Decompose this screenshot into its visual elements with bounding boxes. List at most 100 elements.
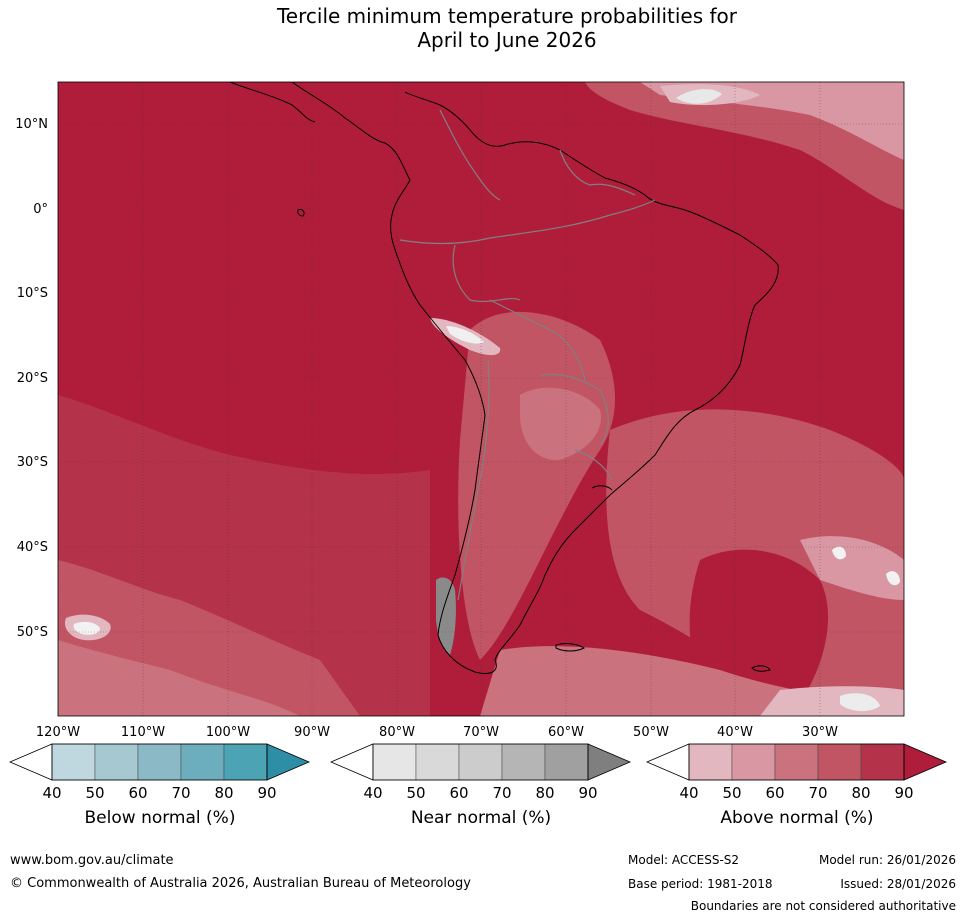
lon-label: 120°W (36, 725, 80, 740)
border-guianas (559, 149, 636, 196)
field-patch-northeast-white (676, 89, 722, 104)
colorbar-above-normal: 40 50 60 70 80 90 (645, 743, 948, 802)
lat-label: 0° (33, 202, 48, 217)
colorbar-tick-label: 50 (722, 784, 741, 802)
longitude-labels: 120°W 110°W 100°W 90°W 80°W 70°W 60°W 50… (36, 725, 838, 740)
colorbar-segment (731, 743, 776, 781)
coastline-galapagos (297, 209, 305, 217)
footer-website: www.bom.gov.au/climate (10, 853, 174, 868)
coastline-central-america (229, 82, 316, 123)
lon-label: 70°W (463, 725, 499, 740)
lat-label: 10°S (17, 286, 48, 301)
colorbar-segment (94, 743, 139, 781)
colorbar-segment (501, 743, 546, 781)
lat-label: 50°S (17, 625, 48, 640)
colorbar-frame (688, 743, 905, 781)
map-title-line1: Tercile minimum temperature probabilitie… (276, 4, 738, 28)
footer-model: Model: ACCESS-S2 (628, 853, 740, 867)
colorbar-segment-high-cap (587, 743, 632, 781)
colorbar-below-normal: 40 50 60 70 80 90 (8, 743, 311, 802)
footer-disclaimer: Boundaries are not considered authoritat… (690, 899, 956, 913)
border-colombia-venezuela (439, 109, 501, 201)
lon-label: 100°W (206, 725, 250, 740)
colorbar-segment (774, 743, 819, 781)
lon-label: 110°W (121, 725, 165, 740)
colorbar-tick-label: 60 (128, 784, 147, 802)
colorbar-segment (688, 743, 733, 781)
lat-label: 10°N (15, 117, 48, 132)
border-argentina-chile (457, 359, 490, 601)
colorbar-segment (860, 743, 905, 781)
footer-copyright: © Commonwealth of Australia 2026, Austra… (10, 876, 471, 891)
field-patch-southeast-light (800, 536, 904, 600)
footer-issued: Issued: 28/01/2026 (840, 877, 956, 891)
country-borders (399, 109, 656, 601)
lat-label: 40°S (17, 540, 48, 555)
colorbar-tick-label: 80 (214, 784, 233, 802)
colorbar-tick-label: 90 (578, 784, 597, 802)
colorbar-tick-label: 90 (257, 784, 276, 802)
colorbar-tick-label: 60 (765, 784, 784, 802)
field-patch-northeast-light (640, 82, 904, 160)
colorbar-tick-label: 60 (449, 784, 468, 802)
colorbar-near-normal-label: Near normal (%) (410, 808, 552, 828)
coastlines (229, 82, 779, 674)
colorbar-tick-label: 80 (851, 784, 870, 802)
lat-label: 20°S (17, 371, 48, 386)
lon-label: 30°W (802, 725, 838, 740)
colorbar-segment (51, 743, 96, 781)
field-patch-south-white (840, 693, 880, 712)
colorbar-tick-label: 40 (363, 784, 382, 802)
colorbar-segment (415, 743, 460, 781)
border-paraguay (539, 373, 609, 446)
colorbar-segment-high-cap (903, 743, 948, 781)
coastline-falklands (555, 643, 585, 652)
field-patch-andes-white (446, 326, 484, 344)
field-patch-southwest-white (73, 621, 100, 635)
colorbar-tick-label: 40 (679, 784, 698, 802)
border-peru-brazil (452, 244, 521, 303)
colorbar-segment (137, 743, 182, 781)
colorbar-below-normal-label: Below normal (%) (84, 808, 236, 828)
border-uruguay (574, 449, 613, 481)
field-patch-southwest-light (58, 640, 300, 716)
colorbar-frame (372, 743, 589, 781)
colorbar-segment (817, 743, 862, 781)
coastline-south-georgia (751, 665, 771, 672)
colorbar-segment (372, 743, 417, 781)
lon-label: 40°W (717, 725, 753, 740)
field-patch-southeast-white-2 (886, 571, 900, 586)
lat-label: 30°S (17, 455, 48, 470)
colorbar-segment (180, 743, 225, 781)
map-frame (57, 81, 905, 717)
colorbar-segment-low-cap (329, 743, 374, 781)
colorbar-tick-label: 40 (42, 784, 61, 802)
colorbar-segment-low-cap (8, 743, 53, 781)
coastline-river-plate (591, 485, 613, 491)
colorbar-tick-label: 90 (894, 784, 913, 802)
border-amazon-north (399, 199, 656, 245)
lon-label: 50°W (633, 725, 669, 740)
field-patch-chaco (520, 387, 601, 461)
field-patch-south-pale (760, 686, 904, 716)
probability-map (58, 82, 904, 716)
lon-label: 90°W (294, 725, 330, 740)
coastline-south-america (291, 82, 779, 674)
colorbar-segment (458, 743, 503, 781)
colorbar-above-normal-label: Above normal (%) (720, 808, 874, 828)
colorbar-tick-label: 50 (406, 784, 425, 802)
colorbar-tick-label: 70 (171, 784, 190, 802)
colorbar-segment (223, 743, 268, 781)
colorbar-tick-label: 50 (85, 784, 104, 802)
colorbar-segment (544, 743, 589, 781)
field-patch-patagonia-grey (436, 577, 456, 655)
colorbar-frame (51, 743, 268, 781)
map-title-line2: April to June 2026 (417, 28, 597, 52)
field-patch-southeast-white-1 (832, 546, 846, 560)
latitude-labels: 10°N 0° 10°S 20°S 30°S 40°S 50°S (15, 117, 48, 640)
lon-label: 60°W (548, 725, 584, 740)
footer-base-period: Base period: 1981-2018 (628, 877, 773, 891)
colorbar-segment-low-cap (645, 743, 690, 781)
map-title: Tercile minimum temperature probabilitie… (0, 4, 965, 52)
